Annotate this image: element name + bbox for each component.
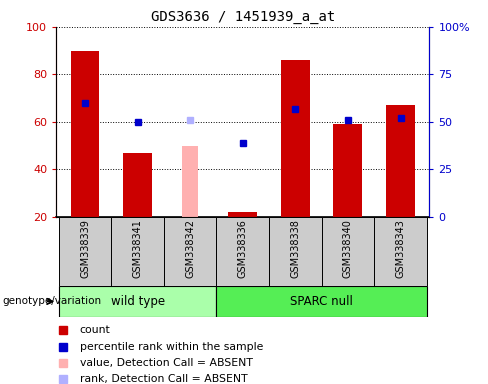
Bar — [269, 217, 322, 286]
Bar — [164, 217, 217, 286]
Text: GSM338343: GSM338343 — [395, 219, 406, 278]
Title: GDS3636 / 1451939_a_at: GDS3636 / 1451939_a_at — [151, 10, 335, 25]
Bar — [182, 146, 198, 217]
Bar — [333, 124, 363, 217]
Text: wild type: wild type — [111, 295, 164, 308]
Text: genotype/variation: genotype/variation — [2, 296, 102, 306]
Text: rank, Detection Call = ABSENT: rank, Detection Call = ABSENT — [80, 374, 247, 384]
Text: value, Detection Call = ABSENT: value, Detection Call = ABSENT — [80, 358, 253, 368]
Bar — [386, 105, 415, 217]
Bar — [59, 217, 111, 286]
Bar — [281, 60, 310, 217]
Text: GSM338340: GSM338340 — [343, 219, 353, 278]
Bar — [374, 217, 427, 286]
Bar — [322, 217, 374, 286]
Bar — [228, 212, 257, 217]
Bar — [123, 153, 152, 217]
Text: GSM338339: GSM338339 — [80, 219, 90, 278]
Text: count: count — [80, 326, 111, 336]
Text: GSM338342: GSM338342 — [185, 219, 195, 278]
Bar — [71, 51, 100, 217]
Bar — [111, 217, 164, 286]
Bar — [59, 286, 217, 317]
Bar — [217, 217, 269, 286]
Text: SPARC null: SPARC null — [290, 295, 353, 308]
Text: GSM338338: GSM338338 — [290, 219, 300, 278]
Text: GSM338336: GSM338336 — [238, 219, 248, 278]
Text: percentile rank within the sample: percentile rank within the sample — [80, 342, 263, 352]
Text: GSM338341: GSM338341 — [133, 219, 142, 278]
Bar — [217, 286, 427, 317]
